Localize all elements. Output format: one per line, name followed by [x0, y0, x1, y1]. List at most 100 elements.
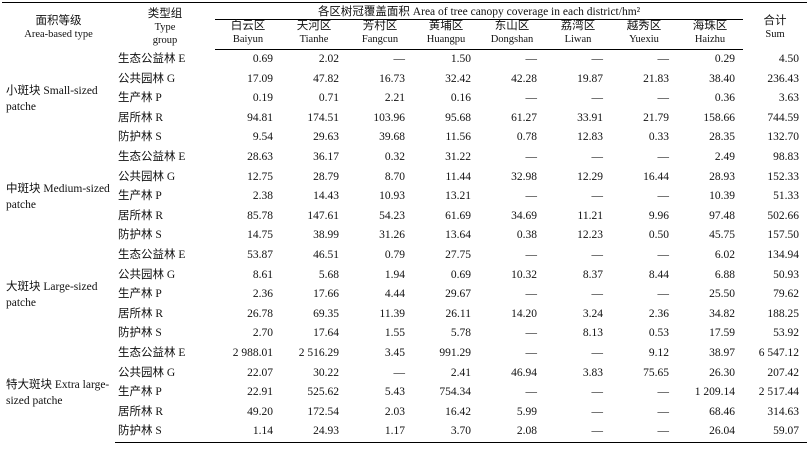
- value-cell: 85.78: [247, 209, 273, 222]
- value-cell: 68.46: [709, 405, 736, 418]
- value-cell: 8.61: [252, 268, 273, 281]
- value-cell: 51.33: [773, 190, 800, 203]
- value-cell: 5.68: [318, 268, 339, 281]
- table-row: 大斑块 Large-sized patche 生态公益林 E 53.87 46.51 0…: [2, 246, 807, 309]
- value-cell: 17.09: [247, 72, 273, 85]
- value-cell: 17.59: [709, 327, 736, 340]
- value-cell: 172.54: [307, 405, 339, 418]
- table-row: 公共园林 G 22.07 30.22 — 2.41 46.94 3.83 75.65 26.30…: [2, 364, 807, 384]
- table-row: 小斑块 Small-sized patche 生态公益林 E 0.69 2.02 — 1.…: [2, 50, 807, 113]
- value-cell: 754.34: [439, 386, 471, 399]
- value-cell: 98.83: [773, 150, 800, 163]
- value-cell: —: [545, 422, 611, 443]
- value-cell: —: [591, 405, 604, 418]
- value-cell: 8.37: [582, 268, 603, 281]
- value-cell: 61.27: [511, 111, 537, 124]
- value-cell: 0.79: [384, 248, 405, 261]
- district-en: Liwan: [564, 34, 592, 45]
- value-cell: 11.44: [445, 170, 471, 183]
- value-cell: 6.88: [714, 268, 736, 281]
- value-cell: 3.45: [384, 346, 405, 359]
- value-cell: 1.50: [450, 53, 471, 65]
- district-zh: 东山区: [494, 20, 530, 32]
- value-cell: 0.69: [450, 268, 471, 281]
- value-cell: 0.53: [648, 327, 669, 340]
- type-cell: 生产林 P: [118, 386, 162, 399]
- value-cell: 42.28: [511, 72, 537, 85]
- value-cell: 34.69: [511, 209, 537, 222]
- district-header: 海珠区 Haizhu: [677, 19, 744, 50]
- value-cell: 2 517.44: [758, 386, 800, 399]
- value-cell: 38.40: [709, 72, 736, 85]
- value-cell: 502.66: [767, 209, 800, 222]
- value-cell: 2.08: [479, 422, 545, 443]
- value-cell: 4.44: [384, 288, 405, 301]
- value-cell: —: [525, 248, 538, 261]
- value-cell: 46.94: [511, 366, 537, 379]
- value-cell: 5.78: [450, 327, 471, 340]
- value-cell: 29.63: [313, 131, 339, 144]
- value-cell: 32.98: [511, 170, 537, 183]
- type-group-header: 类型组 Type group: [115, 2, 215, 50]
- value-cell: 29.67: [445, 288, 471, 301]
- value-cell: 0.78: [516, 131, 537, 144]
- value-cell: —: [611, 422, 677, 443]
- value-cell: 3.83: [582, 366, 603, 379]
- district-en: Tianhe: [299, 34, 329, 45]
- value-cell: 14.75: [247, 229, 273, 242]
- district-zh: 天河区: [296, 20, 332, 32]
- value-cell: 6.02: [714, 248, 736, 261]
- value-cell: 38.97: [709, 346, 736, 359]
- value-cell: —: [525, 327, 538, 340]
- value-cell: 25.50: [709, 288, 736, 301]
- value-cell: 3.63: [778, 92, 800, 105]
- value-cell: 8.13: [582, 327, 603, 340]
- value-cell: 744.59: [767, 111, 800, 124]
- value-cell: 152.33: [767, 170, 800, 183]
- value-cell: 236.43: [767, 72, 800, 85]
- table-row: 生产林 P 0.19 0.71 2.21 0.16 — — — 0.36 3.63: [2, 89, 807, 109]
- type-cell: 居所林 R: [118, 307, 164, 320]
- value-cell: 11.21: [577, 209, 603, 222]
- value-cell: 10.93: [379, 190, 405, 203]
- value-cell: 9.12: [648, 346, 669, 359]
- value-cell: 5.99: [516, 405, 537, 418]
- value-cell: 0.38: [516, 229, 537, 242]
- table-body: 小斑块 Small-sized patche 生态公益林 E 0.69 2.02 — 1.…: [2, 50, 808, 443]
- type-cell: 生态公益林 E: [118, 248, 186, 261]
- value-cell: 50.93: [773, 268, 800, 281]
- value-cell: 36.17: [313, 150, 339, 163]
- district-row: 白云区 Baiyun 天河区 Tianhe 芳村区 Fangcun 黄埔区 Huangpu 东山…: [2, 19, 807, 50]
- value-cell: 2.70: [252, 327, 273, 340]
- canopy-table: 面积等级 Area-based type 类型组 Type group 各区树冠覆盖面…: [2, 2, 808, 443]
- group-label: 小斑块 Small-sized patche: [6, 84, 98, 113]
- district-zh: 芳村区: [362, 20, 398, 32]
- value-cell: 4.50: [778, 52, 800, 65]
- value-cell: 17.66: [313, 288, 339, 301]
- district-zh: 白云区: [230, 20, 266, 32]
- type-cell: 生产林 P: [118, 92, 162, 105]
- value-cell: 27.75: [445, 248, 471, 261]
- header-en: Area-based type: [24, 28, 93, 40]
- value-cell: 1.55: [384, 327, 405, 340]
- value-cell: —: [591, 53, 604, 65]
- value-cell: 5.43: [384, 386, 405, 399]
- type-cell: 防护林 S: [118, 131, 162, 144]
- value-cell: —: [657, 190, 670, 203]
- district-header: 黄埔区 Huangpu: [413, 19, 479, 50]
- value-cell: 32.42: [445, 72, 471, 85]
- district-en: Dongshan: [490, 34, 534, 45]
- table-row: 公共园林 G 12.75 28.79 8.70 11.44 32.98 12.29 16.44…: [2, 168, 807, 188]
- table-row: 居所林 R 85.78 147.61 54.23 61.69 34.69 11.21 9.96…: [2, 207, 807, 227]
- header-zh: 面积等级: [35, 14, 82, 27]
- value-cell: 1.94: [384, 268, 405, 281]
- value-cell: 103.96: [373, 111, 405, 124]
- value-cell: 0.50: [648, 229, 669, 242]
- value-cell: 158.66: [703, 111, 736, 124]
- value-cell: 1.17: [347, 422, 413, 443]
- value-cell: 34.82: [709, 307, 736, 320]
- value-cell: 21.83: [643, 72, 669, 85]
- value-cell: 49.20: [247, 405, 273, 418]
- value-cell: 13.64: [445, 229, 471, 242]
- value-cell: 22.07: [247, 366, 273, 379]
